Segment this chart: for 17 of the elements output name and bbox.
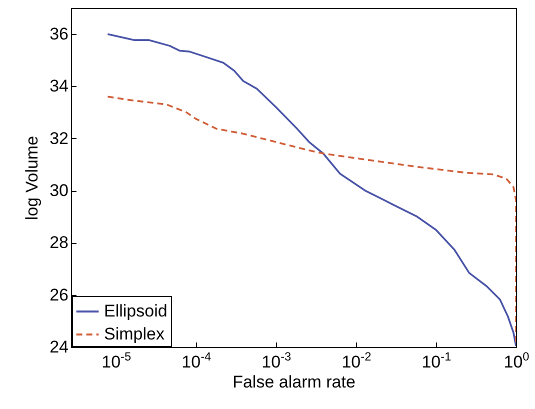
x-tick-label: 10$^{-3}$: [262, 350, 292, 372]
x-tick-label: 10$^{-1}$: [422, 350, 452, 372]
y-tick-label: 36: [50, 24, 68, 44]
y-tick-label: 28: [50, 233, 68, 252]
legend-label: Ellipsoid: [104, 302, 168, 320]
y-axis-title: log Volume: [22, 136, 42, 220]
x-tick-label: 10$^{0}$: [504, 350, 530, 372]
x-tick-label: 10$^{-2}$: [342, 350, 372, 372]
x-tick-label: 10$^{-5}$: [102, 350, 132, 372]
y-tick-label: 24: [50, 338, 68, 356]
x-axis-title: False alarm rate: [232, 372, 356, 392]
legend-label: Simplex: [104, 324, 165, 344]
x-tick-label: 10$^{-4}$: [182, 350, 212, 372]
y-tick-label: 34: [50, 76, 68, 96]
y-tick-label: 26: [50, 285, 68, 304]
y-tick-label: 32: [50, 128, 68, 148]
y-tick-label: 30: [50, 181, 68, 200]
